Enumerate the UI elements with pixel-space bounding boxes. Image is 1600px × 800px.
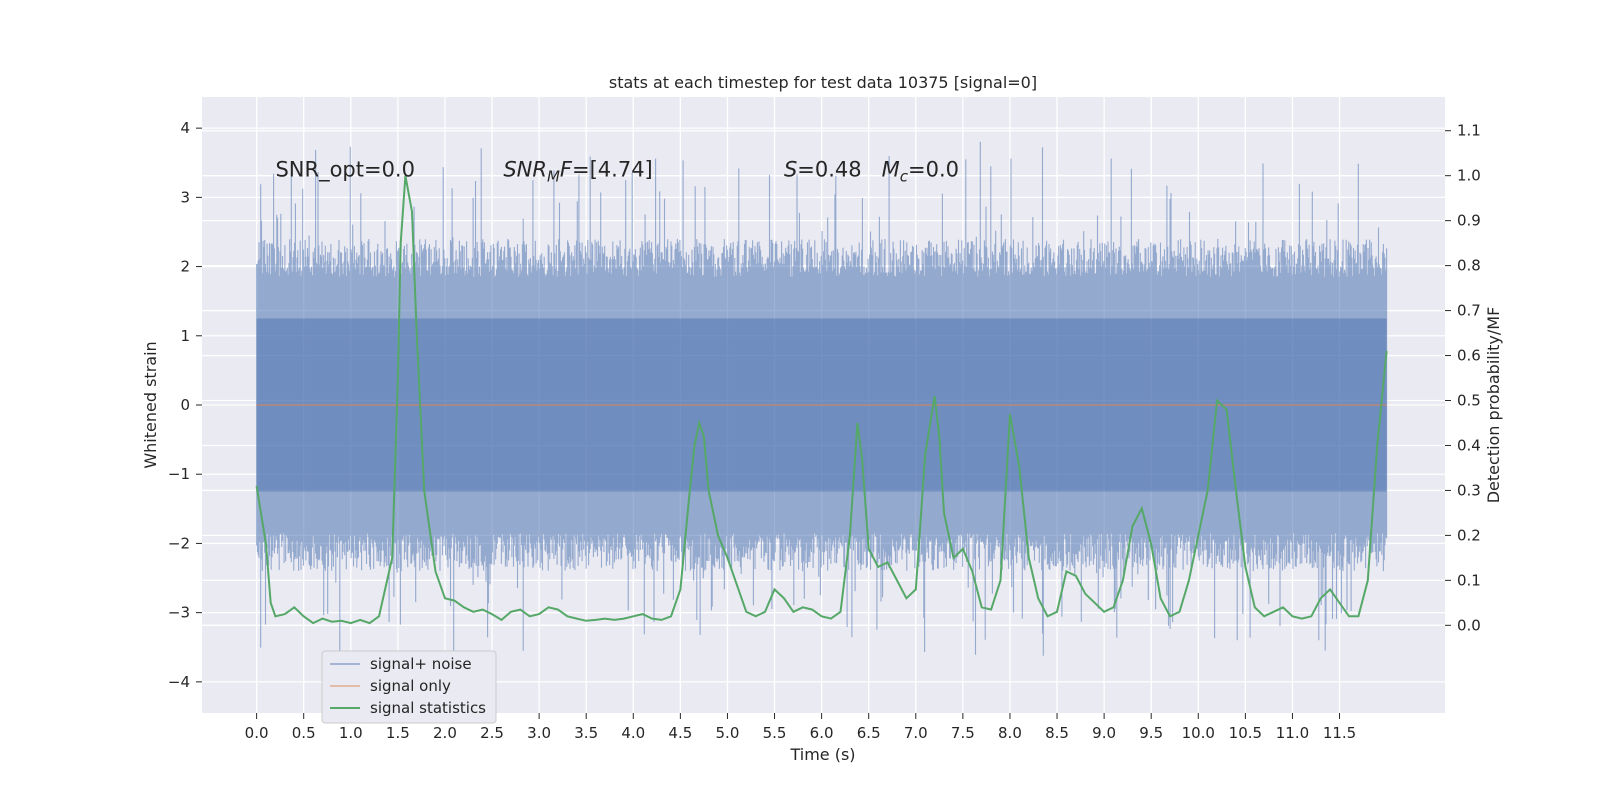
x-tick-label: 4.0 [621,724,645,742]
annot-part: S [784,158,797,182]
legend-label-stats: signal statistics [370,699,486,717]
y-right-tick-label: 1.0 [1457,167,1481,185]
y-right-tick-label: 0.5 [1457,392,1481,410]
x-tick-label: 11.5 [1323,724,1356,742]
x-tick-label: 3.5 [574,724,598,742]
y-tick-label: 3 [180,188,190,206]
x-tick-label: 0.5 [292,724,316,742]
axis-ticks: 0.0 0.5 1.0 1.5 2.0 2.5 3.0 3.5 4.0 4.5 5.0 5.5 6.0 6… [168,119,1481,742]
y-right-tick-label: 0.6 [1457,347,1481,365]
y-right-tick-label: 0.0 [1457,616,1481,634]
x-tick-label: 6.0 [810,724,834,742]
x-tick-label: 1.0 [339,724,363,742]
legend-box [321,650,497,724]
statistics-line [255,175,1388,625]
x-tick-label: 3.0 [527,724,551,742]
y-tick-label: −3 [168,604,190,622]
annot-part: =0.0 [908,158,959,182]
x-axis-label: Time (s) [789,745,855,764]
x-tick-label: 7.5 [951,724,975,742]
x-tick-label: 10.5 [1229,724,1262,742]
annot-part: M [882,158,900,182]
y-right-tick-label: 0.1 [1457,571,1481,589]
annot-subscript: M [547,168,560,186]
annot-subscript: c [900,168,909,186]
x-tick-label: 2.5 [480,724,504,742]
y-right-tick-label: 1.1 [1457,122,1481,140]
y-axis-label: Whitened strain [141,341,160,468]
y-right-tick-label: 0.7 [1457,302,1481,320]
y-right-tick-label: 0.3 [1457,481,1481,499]
x-tick-label: 7.0 [904,724,928,742]
y-axis-right-label: Detection probability/MF [1484,307,1503,504]
annot-part: SNR [503,158,547,182]
x-tick-label: 4.5 [668,724,692,742]
y-right-tick-label: 0.4 [1457,436,1481,454]
y-right-tick-label: 0.8 [1457,257,1481,275]
x-tick-label: 11.0 [1276,724,1309,742]
x-tick-label: 2.0 [433,724,457,742]
x-tick-label: 8.0 [998,724,1022,742]
chart-title: stats at each timestep for test data 103… [609,73,1037,92]
y-tick-label: 2 [180,258,190,276]
legend-label-noise: signal+ noise [370,655,472,673]
y-right-tick-label: 0.9 [1457,212,1481,230]
x-tick-label: 5.5 [763,724,787,742]
x-tick-label: 6.5 [857,724,881,742]
y-tick-label: 1 [180,327,190,345]
annotation-snr-mf: SNRMF=[4.74] [503,158,652,186]
annot-part: =0.48 [797,158,881,182]
y-tick-label: 4 [180,119,190,137]
y-right-tick-label: 0.2 [1457,526,1481,544]
x-tick-label: 9.0 [1092,724,1116,742]
legend-label-signal: signal only [370,677,451,695]
annotations: SNR_opt=0.0 SNRMF=[4.74] S=0.48 Mc=0.0 [275,158,959,186]
legend: signal+ noise signal only signal statist… [321,650,497,724]
annot-part: F [560,158,573,182]
x-tick-label: 1.5 [386,724,410,742]
x-tick-label: 0.0 [245,724,269,742]
x-tick-label: 8.5 [1045,724,1069,742]
y-tick-label: −1 [168,465,190,483]
annotation-s-mc: S=0.48 Mc=0.0 [784,158,959,186]
y-tick-label: −2 [168,534,190,552]
annotation-snr-opt: SNR_opt=0.0 [275,158,415,183]
x-tick-label: 10.0 [1182,724,1215,742]
x-tick-label: 5.0 [716,724,740,742]
annot-part: =[4.74] [572,158,653,182]
y-tick-label: −4 [168,673,190,691]
x-tick-label: 9.5 [1139,724,1163,742]
signal-statistics-series [255,175,1388,625]
y-tick-label: 0 [180,396,190,414]
